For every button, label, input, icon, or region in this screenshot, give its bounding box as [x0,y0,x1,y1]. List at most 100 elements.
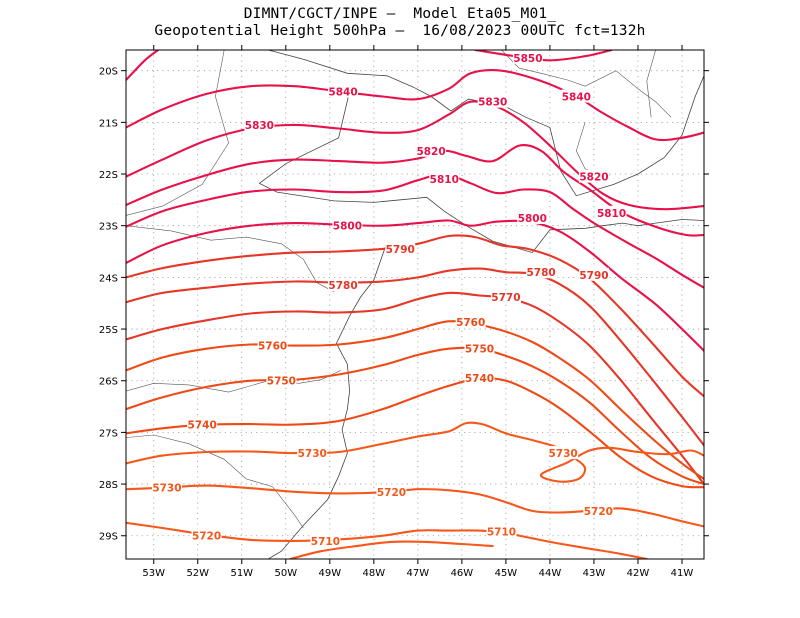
contour-line-5850 [474,50,613,62]
x-tick-label: 45W [495,568,518,579]
y-tick-label: 21S [99,118,118,129]
map-title: DIMNT/CGCT/INPE – Model Eta05_M01_ Geopo… [0,6,800,40]
x-tick-label: 52W [186,568,209,579]
title-line-1: DIMNT/CGCT/INPE – Model Eta05_M01_ [243,6,557,22]
title-line-2: Geopotential Height 500hPa – 16/08/2023 … [154,23,646,39]
contour-label-bg [191,528,222,542]
contour-label-bg [429,172,460,186]
contour-line-5710 [126,521,648,559]
contour-label: 5780 [527,267,556,279]
contour-label: 5780 [328,280,357,292]
contour-label-bg [486,524,517,538]
x-tick-label: 51W [230,568,253,579]
contour-label-bg [332,218,363,232]
coastline-1 [258,91,704,254]
contour-labels: 5850 5840 5840 5830 5830 5820 5820 5810 5810 5800… [151,50,627,548]
x-tick-label: 49W [319,568,342,579]
y-tick-label: 28S [99,480,118,491]
contour-label-bg [328,278,359,292]
contour-label-bg [257,338,288,352]
x-tick-label: 53W [142,568,165,579]
contour-label-bg [512,50,543,64]
state-border-2 [126,370,341,393]
contour-label-bg [596,205,627,219]
contour-line-5790 [126,234,704,398]
contour-label-bg [455,314,486,328]
y-tick-label: 23S [99,222,118,233]
geopotential-contours [126,50,704,559]
y-tick-label: 22S [99,170,118,181]
x-tick-label: 47W [407,568,430,579]
contour-label: 5710 [487,527,516,539]
x-tick-label: 42W [627,568,650,579]
contour-label: 5840 [328,86,357,98]
contour-label-bg [187,417,218,431]
contour-label: 5710 [311,536,340,548]
contour-label-bg [464,371,495,385]
contour-label-bg [578,267,609,281]
x-tick-label: 44W [539,568,562,579]
contour-line-5780 [126,267,704,447]
contour-label: 5810 [597,208,626,220]
contour-label-bg [526,265,557,279]
contour-label: 5820 [579,172,608,184]
axis-ticks: 53W 52W 51W 50W 49W 48W 47W 46W 45W 44W 43W 42W 41W 2… [99,45,709,579]
contour-label-bg [477,94,508,108]
x-tick-label: 50W [274,568,297,579]
contour-label-bg [297,446,328,460]
contour-label-bg [244,117,275,131]
contour-label: 5800 [518,213,547,225]
coastline-2 [267,242,388,559]
y-tick-label: 27S [99,428,118,439]
contour-label: 5720 [377,487,406,499]
contour-label-bg [376,484,407,498]
contour-label: 5760 [258,341,287,353]
state-border-6 [646,50,656,118]
contour-label-bg [328,84,359,98]
contour-label-bg [385,241,416,255]
contour-label: 5850 [513,53,542,65]
contour-label: 5740 [465,373,494,385]
contour-line-5740 [126,376,704,489]
state-border-5 [575,122,610,176]
contour-label: 5720 [584,506,613,518]
state-border-1 [126,225,335,293]
contour-label-bg [548,446,579,460]
contour-label: 5790 [579,270,608,282]
plot-frame [125,49,705,560]
state-border-4 [501,50,672,118]
contour-label: 5720 [192,531,221,543]
contour-label-bg [266,373,297,387]
contour-label: 5760 [456,317,485,329]
x-tick-label: 46W [451,568,474,579]
y-tick-label: 25S [99,325,118,336]
contour-line-5840 [126,69,704,142]
y-tick-label: 24S [99,273,118,284]
contour-label: 5840 [562,92,591,104]
x-tick-label: 43W [583,568,606,579]
y-tick-label: 26S [99,377,118,388]
contour-label-bg [517,210,548,224]
contour-label: 5830 [478,97,507,109]
contour-line-5850 [126,50,160,82]
coastline-0 [268,50,704,197]
state-border-3 [126,434,304,529]
contour-line-5720 [126,484,704,528]
contour-label: 5730 [152,483,181,495]
contour-label: 5750 [267,376,296,388]
contour-label-bg [578,169,609,183]
contour-label-bg [490,290,521,304]
contour-label-bg [583,503,614,517]
contour-label: 5790 [386,244,415,256]
contour-label: 5730 [298,448,327,460]
y-tick-label: 29S [99,532,118,543]
contour-label: 5740 [188,420,217,432]
contour-line-5750 [126,346,704,486]
state-border-0 [126,50,229,216]
contour-label: 5800 [333,221,362,233]
x-tick-label: 48W [363,568,386,579]
contour-line-5800 [126,219,704,352]
x-tick-label: 41W [671,568,694,579]
contour-label-bg [561,89,592,103]
